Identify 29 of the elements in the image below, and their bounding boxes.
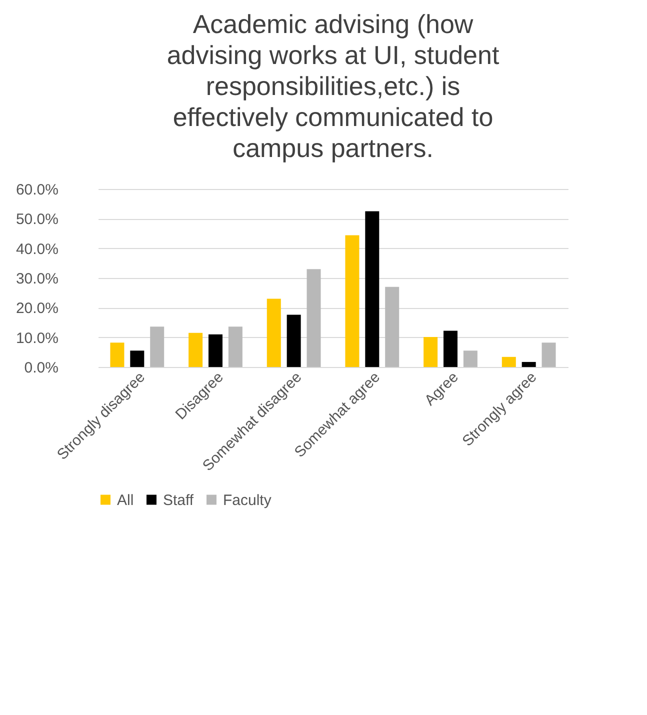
bar (110, 342, 124, 367)
legend-label: All (117, 492, 134, 509)
y-tick-label: 60.0% (16, 182, 58, 198)
chart-title: Academic advising (how advising works at UI, student responsibilities,etc.) is effectively communicated to campus partners. (166, 9, 500, 163)
bar (150, 326, 164, 367)
bar (345, 235, 360, 367)
bar (522, 362, 536, 367)
bar (286, 314, 301, 367)
bar (228, 326, 242, 367)
y-tick-label: 30.0% (16, 270, 58, 288)
y-tick-label: 40.0% (16, 240, 58, 258)
bar (444, 330, 458, 367)
bar (502, 356, 516, 367)
bar (385, 286, 400, 367)
bar (306, 269, 321, 367)
bar (188, 332, 203, 367)
y-tick-label: 10.0% (16, 330, 58, 347)
bar (266, 298, 281, 367)
legend-label: Staff (163, 492, 194, 509)
y-tick-label: 20.0% (16, 300, 58, 318)
bar (542, 342, 556, 367)
legend-label: Faculty (223, 492, 272, 509)
bar (208, 334, 222, 367)
bar (365, 211, 380, 367)
bar (463, 350, 478, 367)
y-tick-label: 0.0% (24, 360, 58, 376)
bar (424, 337, 438, 367)
y-tick-label: 50.0% (16, 211, 58, 228)
bar (130, 350, 144, 367)
